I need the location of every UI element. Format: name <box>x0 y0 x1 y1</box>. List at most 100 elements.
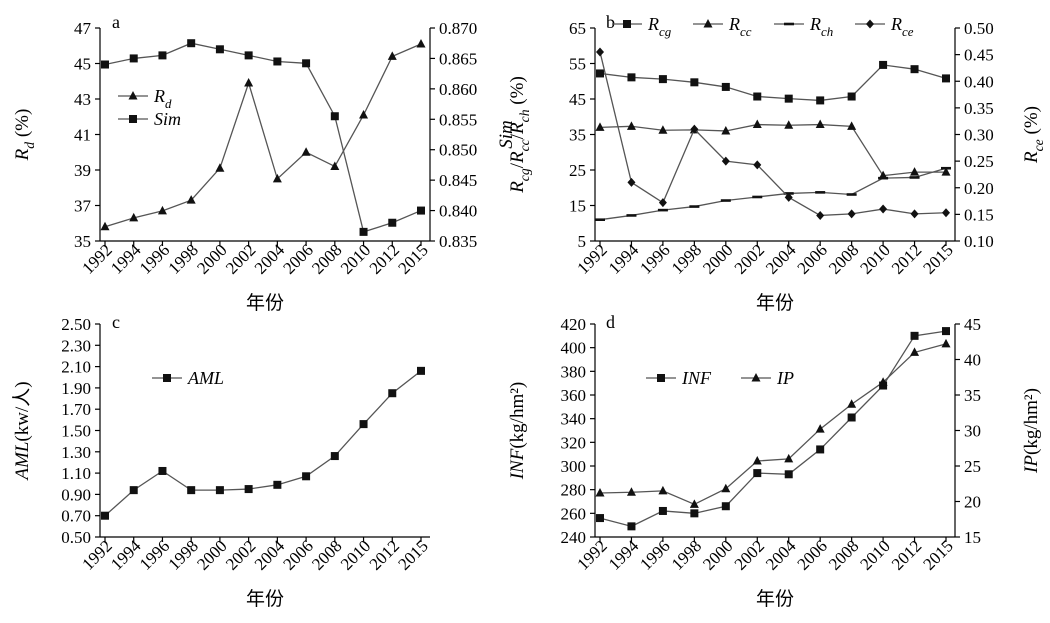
legend-entry: Rch <box>774 14 833 39</box>
data-point <box>101 60 109 69</box>
legend-entry: INF <box>646 368 712 388</box>
data-point <box>721 125 731 135</box>
y2-tick-label: 0.30 <box>964 126 994 145</box>
chart-panel-a: 35 37 39 41 43 45 47 0.835 0.840 0.845 0.850 0.855 0… <box>12 12 517 314</box>
y-tick-label: 1.70 <box>61 400 91 419</box>
y2-tick-label: 15 <box>964 528 981 547</box>
data-point <box>690 509 699 518</box>
data-point <box>658 75 667 84</box>
y-tick-label: 45 <box>569 90 586 109</box>
data-point <box>815 424 825 433</box>
data-point <box>784 453 794 463</box>
data-point <box>721 483 731 493</box>
data-point <box>596 47 604 57</box>
data-point <box>815 119 825 129</box>
data-point <box>596 514 604 523</box>
x-tick-label: 2012 <box>888 536 925 573</box>
data-point <box>129 486 138 495</box>
y-axis-label: AML(kw/人) <box>11 381 33 481</box>
legend-label: Rd <box>153 86 172 111</box>
data-point <box>596 69 604 78</box>
data-point <box>330 452 339 461</box>
data-point <box>690 78 699 87</box>
series-line <box>104 43 422 228</box>
x-tick-label: 1998 <box>165 536 202 573</box>
x-tick-label: 1998 <box>668 536 705 573</box>
data-point <box>273 480 282 489</box>
y-tick-label: 340 <box>561 410 587 429</box>
series-sim <box>101 39 425 236</box>
y-tick-label: 0.70 <box>61 507 91 526</box>
data-point <box>626 487 636 496</box>
series-aml <box>101 366 425 520</box>
data-point <box>942 327 950 336</box>
data-point <box>627 177 636 187</box>
data-point <box>690 124 699 134</box>
data-point <box>387 51 397 60</box>
data-point <box>753 160 762 170</box>
data-point <box>215 45 224 54</box>
x-tick-label: 1996 <box>636 536 673 573</box>
y-tick-label: 2.50 <box>61 315 91 334</box>
data-point <box>816 210 825 220</box>
data-point <box>388 218 397 227</box>
y-tick-label: 37 <box>74 197 92 216</box>
y2-tick-label: 30 <box>964 422 981 441</box>
x-tick-label: 2012 <box>366 240 403 277</box>
y-tick-label: 1.50 <box>61 422 91 441</box>
data-point <box>753 469 762 478</box>
x-tick-label: 1994 <box>605 240 643 278</box>
x-tick-label: 2015 <box>394 536 431 573</box>
legend-entry: Rcc <box>693 14 752 39</box>
x-tick-label: 2000 <box>699 240 736 277</box>
series-r-ch <box>595 166 951 221</box>
data-point <box>273 57 282 66</box>
data-point <box>910 209 919 219</box>
legend-marker <box>657 374 665 382</box>
data-point <box>388 389 397 398</box>
data-point <box>721 502 730 511</box>
x-tick-label: 2015 <box>919 240 956 277</box>
y2-axis-label: IP(kg/hm²) <box>1021 388 1042 474</box>
x-tick-label: 2008 <box>308 536 345 573</box>
panel-letter: a <box>112 12 120 32</box>
legend-marker <box>751 373 761 382</box>
data-point <box>721 156 730 166</box>
legend-entry: Rcg <box>612 14 672 39</box>
y-tick-label: 1.10 <box>61 464 91 483</box>
data-point <box>784 192 793 202</box>
data-point <box>215 163 225 172</box>
data-point <box>244 485 253 494</box>
y-tick-label: 35 <box>74 232 91 251</box>
chart-panel-c: 0.50 0.70 0.90 1.10 1.30 1.50 1.70 1.90 2.10 2.30… <box>11 312 432 610</box>
x-tick-label: 2012 <box>888 240 925 277</box>
y2-tick-label: 0.10 <box>964 232 994 251</box>
legend-label: IP <box>776 368 794 388</box>
y-axis-label: Rcg/Rcc/Rch (%) <box>507 76 532 194</box>
legend-marker <box>163 374 171 382</box>
legend-marker <box>129 115 137 123</box>
y-tick-label: 15 <box>569 197 586 216</box>
x-tick-label: 2004 <box>251 240 289 278</box>
series-r-ce <box>596 47 950 220</box>
data-point <box>658 198 667 208</box>
y-tick-label: 240 <box>561 528 587 547</box>
y2-tick-label: 0.840 <box>439 202 477 221</box>
x-tick-label: 1994 <box>107 536 145 574</box>
data-point <box>784 120 794 129</box>
data-point <box>879 204 888 214</box>
x-tick-label: 1998 <box>165 240 202 277</box>
series-line <box>104 370 422 517</box>
y2-tick-label: 0.25 <box>964 152 994 171</box>
x-tick-label: 2012 <box>366 536 403 573</box>
y-tick-label: 39 <box>74 161 91 180</box>
data-point <box>187 486 196 495</box>
x-tick-label: 2000 <box>193 536 230 573</box>
x-axis-label: 年份 <box>756 292 794 314</box>
legend-entry: IP <box>741 368 794 388</box>
legend-entry: Sim <box>118 109 181 129</box>
y2-tick-label: 0.20 <box>964 179 994 198</box>
data-point <box>301 147 311 156</box>
y2-tick-label: 0.35 <box>964 99 994 118</box>
data-point <box>941 338 951 348</box>
